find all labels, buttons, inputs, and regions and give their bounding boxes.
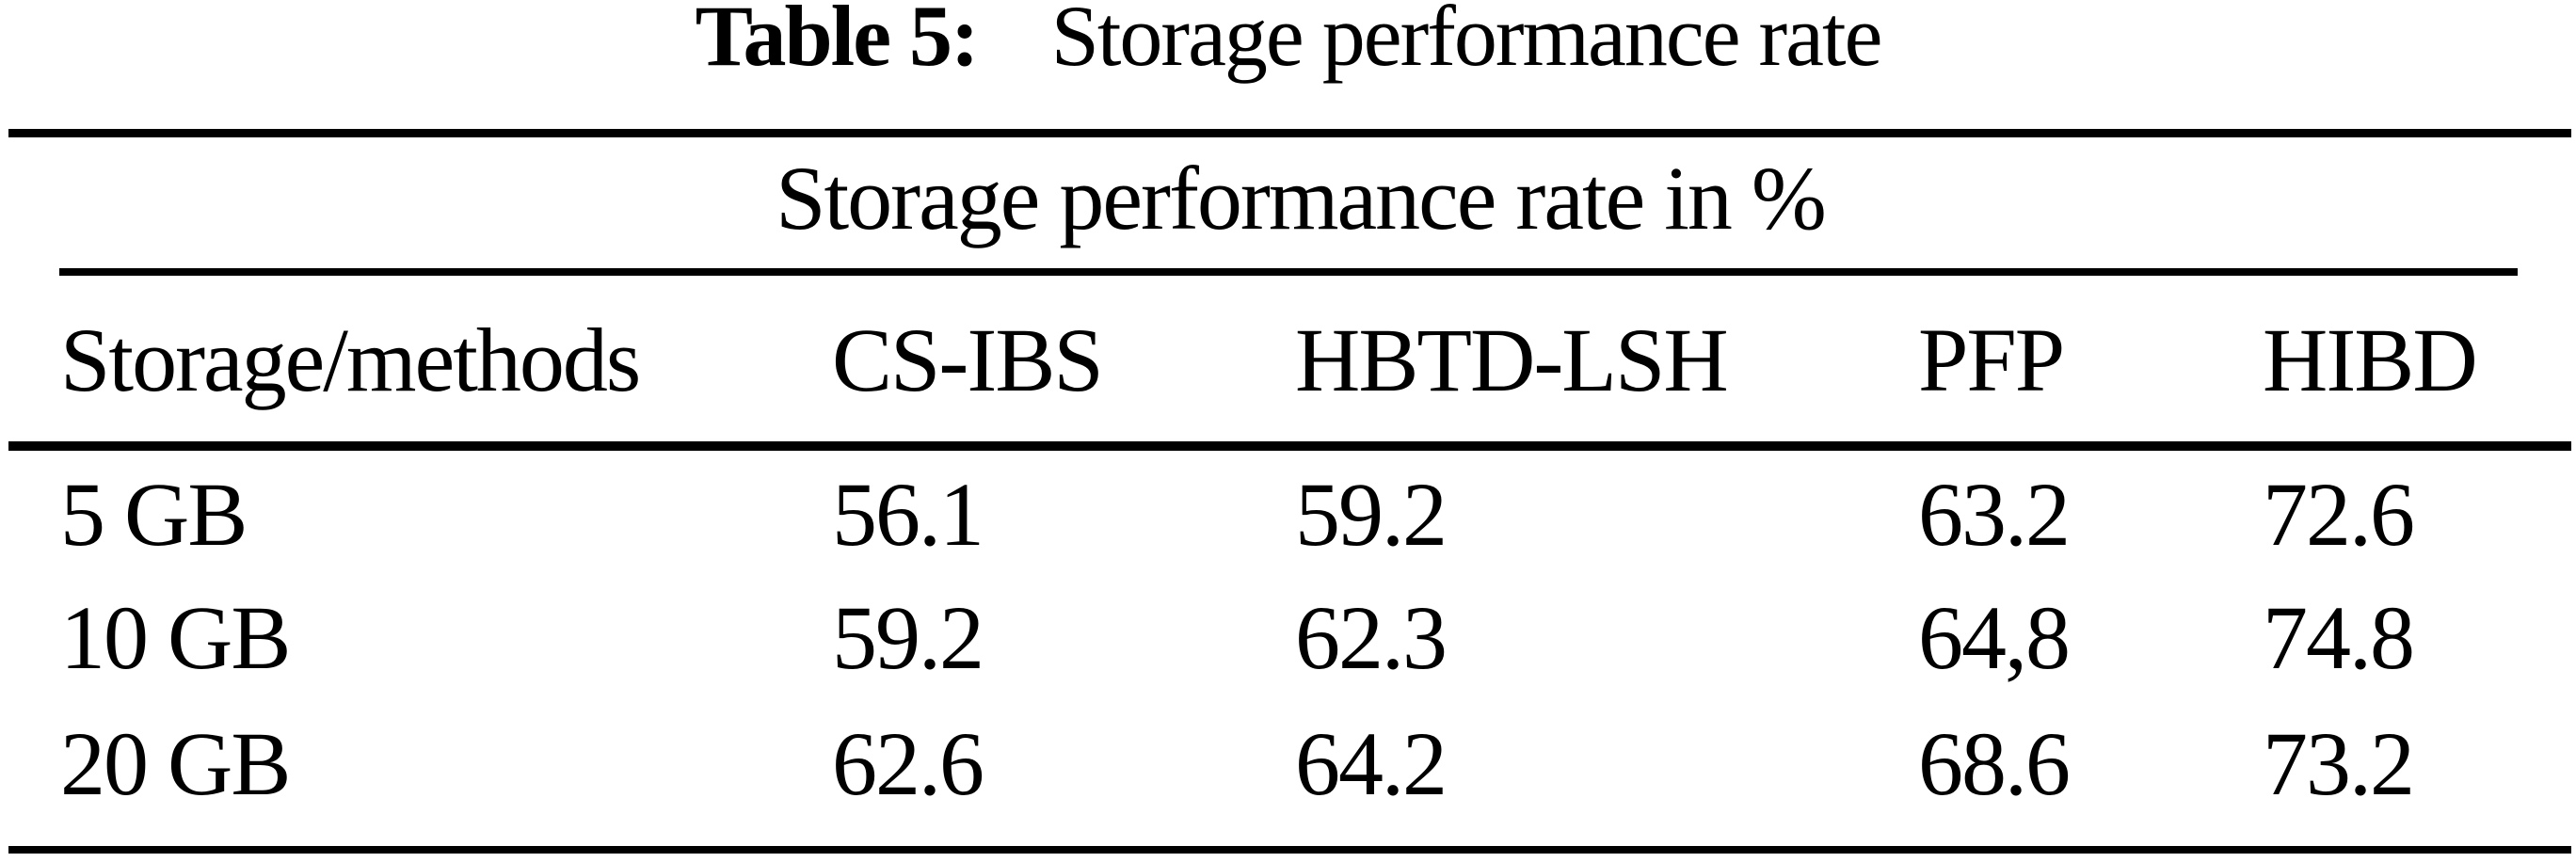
subheader-rule (59, 268, 2518, 276)
table-cell: 59.2 (832, 587, 984, 688)
row-label: 20 GB (60, 713, 291, 814)
row-label: 10 GB (60, 587, 291, 688)
column-header-hbtd-lsh: HBTD-LSH (1295, 310, 1729, 410)
table-caption-label: Table 5: (695, 0, 980, 84)
table-cell: 62.6 (832, 713, 984, 814)
table-cell: 62.3 (1295, 587, 1448, 688)
row-label: 5 GB (60, 464, 248, 565)
table-caption-text: Storage performance rate (1050, 0, 1883, 84)
table-cell: 74.8 (2263, 587, 2415, 688)
table-cell: 68.6 (1918, 713, 2071, 814)
top-rule (8, 129, 2571, 137)
table-cell: 72.6 (2263, 464, 2415, 565)
table-subheader: Storage performance rate in % (776, 148, 1827, 248)
table-cell: 59.2 (1295, 464, 1448, 565)
column-header-hibd: HIBD (2263, 310, 2478, 410)
table-cell: 64.2 (1295, 713, 1448, 814)
table-cell: 64,8 (1918, 587, 2071, 688)
table-cell: 63.2 (1918, 464, 2071, 565)
column-header-pfp: PFP (1918, 310, 2065, 410)
table-caption: Table 5: Storage performance rate (0, 0, 2576, 79)
header-rule (8, 441, 2571, 451)
column-header-cs-ibs: CS-IBS (832, 310, 1104, 410)
column-header-storage-methods: Storage/methods (60, 310, 641, 410)
table-cell: 56.1 (832, 464, 984, 565)
table-cell: 73.2 (2263, 713, 2415, 814)
bottom-rule (8, 846, 2571, 854)
